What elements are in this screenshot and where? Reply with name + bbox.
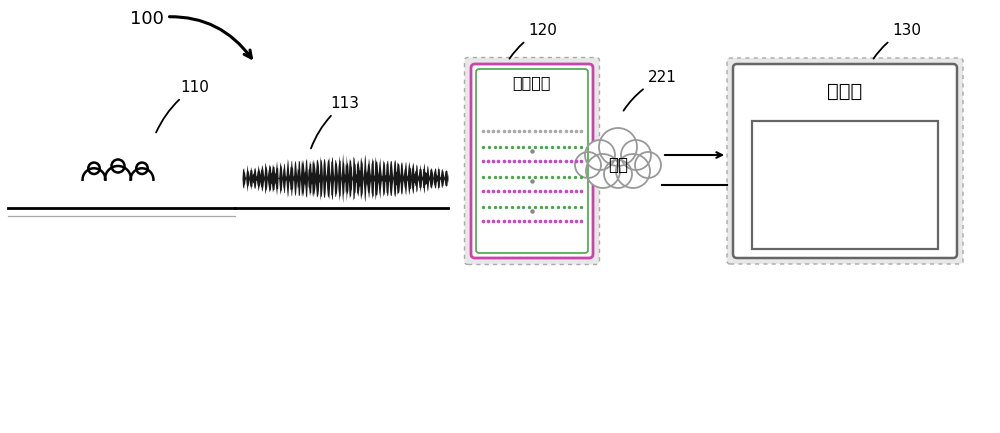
- Text: 120: 120: [510, 23, 557, 58]
- Circle shape: [599, 128, 637, 166]
- Text: 网络: 网络: [608, 156, 628, 174]
- Circle shape: [586, 154, 620, 188]
- Text: 智能设备: 智能设备: [513, 75, 551, 90]
- Text: 113: 113: [311, 96, 359, 149]
- Circle shape: [635, 152, 661, 178]
- Circle shape: [621, 140, 651, 170]
- Text: 131: 131: [821, 138, 874, 179]
- FancyBboxPatch shape: [733, 64, 957, 258]
- FancyBboxPatch shape: [471, 64, 593, 258]
- Text: 100: 100: [130, 10, 251, 58]
- Text: 221: 221: [624, 70, 677, 111]
- Circle shape: [585, 140, 615, 170]
- Text: 服务器: 服务器: [827, 81, 863, 100]
- Bar: [752, 121, 938, 249]
- Circle shape: [575, 152, 601, 178]
- FancyBboxPatch shape: [727, 58, 963, 264]
- Text: 130: 130: [874, 23, 921, 58]
- Circle shape: [616, 154, 650, 188]
- Text: 110: 110: [156, 80, 209, 132]
- Circle shape: [604, 160, 632, 188]
- FancyBboxPatch shape: [464, 58, 599, 265]
